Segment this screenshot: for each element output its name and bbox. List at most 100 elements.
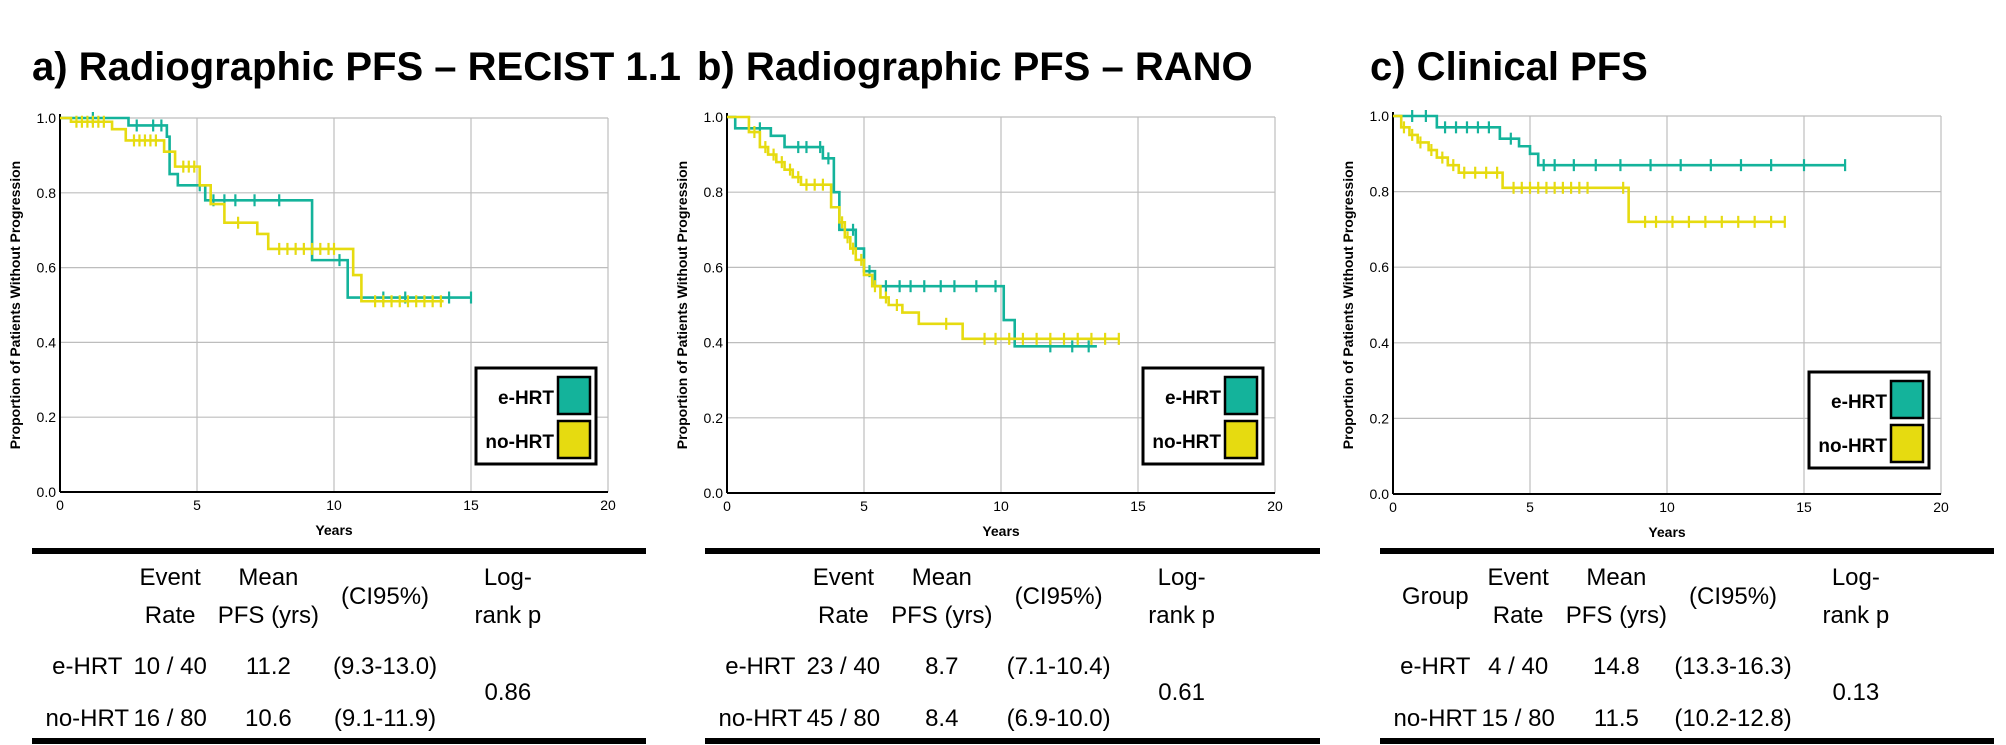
x-tick-label: 0 <box>723 498 731 514</box>
x-tick-label: 10 <box>1659 499 1675 515</box>
table-cell: (13.3-16.3) <box>1674 653 1791 680</box>
y-tick-label: 0.4 <box>1370 335 1390 351</box>
x-tick-label: 20 <box>1933 499 1949 515</box>
y-tick-label: 0.4 <box>704 335 724 351</box>
y-tick-label: 1.0 <box>1370 108 1390 124</box>
table-header: Mean <box>912 564 972 591</box>
legend-label: no-HRT <box>1152 432 1221 453</box>
table-cell: 23 / 40 <box>807 653 880 680</box>
y-tick-label: 0.8 <box>1370 184 1390 200</box>
table-header: (CI95%) <box>1689 583 1777 610</box>
y-tick-label: 0.0 <box>1370 486 1390 502</box>
stats-table-1: Event Rate Mean PFS (yrs) (CI95%) Log-rank p e… <box>32 548 646 744</box>
y-tick-label: 0.2 <box>37 409 57 425</box>
table-cell: 16 / 80 <box>133 705 206 732</box>
x-tick-label: 5 <box>860 498 868 514</box>
table-cell: (7.1-10.4) <box>1007 653 1111 680</box>
y-tick-label: 0.0 <box>37 484 57 500</box>
y-tick-label: 0.6 <box>704 259 724 275</box>
table-header: rank p <box>1822 602 1889 629</box>
y-tick-label: 0.4 <box>37 334 57 350</box>
x-tick-label: 5 <box>193 497 201 513</box>
y-tick-label: 1.0 <box>704 109 724 125</box>
x-tick-label: 0 <box>56 497 64 513</box>
table-header: rank p <box>1148 602 1215 629</box>
table-cell: (10.2-12.8) <box>1674 705 1791 732</box>
legend-swatch <box>556 375 592 416</box>
y-axis-label: Proportion of Patients Without Progressi… <box>674 161 690 449</box>
km-curve-no-HRT <box>727 115 1119 341</box>
x-tick-label: 15 <box>1796 499 1812 515</box>
x-tick-label: 20 <box>1267 498 1283 514</box>
x-tick-label: 20 <box>600 497 616 513</box>
table-cell: 11.5 <box>1594 705 1639 732</box>
table-logrank-p: 0.86 <box>484 679 531 706</box>
legend: e-HRT no-HRT <box>1807 370 1931 470</box>
table-header: Event <box>1487 564 1549 591</box>
legend-swatch <box>1223 419 1259 460</box>
y-tick-label: 0.6 <box>37 260 57 276</box>
km-curve-no-HRT <box>1393 114 1785 224</box>
table-header: Event <box>139 564 201 591</box>
table-header: Rate <box>818 602 869 629</box>
chart-title: a) Radiographic PFS – RECIST 1.1 <box>32 45 681 89</box>
x-axis-label: Years <box>1648 524 1686 540</box>
table-header: Mean <box>1586 564 1646 591</box>
table-header: Mean <box>238 564 298 591</box>
chart-title: c) Clinical PFS <box>1370 45 1648 89</box>
chart-panel-3: c) Clinical PFS 0.0 0.2 0.4 0.6 0.8 1.0 0 5 10 15 2… <box>1340 45 1949 540</box>
table-cell: 4 / 40 <box>1488 653 1548 680</box>
y-tick-label: 0.8 <box>37 185 57 201</box>
km-curve-e-HRT <box>60 116 471 299</box>
table-cell: no-HRT <box>719 705 803 732</box>
table-header: Group <box>1402 583 1469 610</box>
chart-panel-2: b) Radiographic PFS – RANO 0.0 0.2 0.4 0.6 0.… <box>674 45 1283 539</box>
y-tick-label: 0.2 <box>704 410 724 426</box>
table-header: rank p <box>474 602 541 629</box>
table-header: Log- <box>484 564 532 591</box>
table-cell: 8.4 <box>925 705 958 732</box>
y-tick-label: 1.0 <box>37 110 57 126</box>
legend-label: e-HRT <box>1165 388 1221 409</box>
table-header: (CI95%) <box>341 583 429 610</box>
y-axis-label: Proportion of Patients Without Progressi… <box>1340 161 1356 449</box>
chart-panel-1: a) Radiographic PFS – RECIST 1.1 0.0 0.2 0.… <box>7 45 681 538</box>
table-cell: e-HRT <box>1400 653 1471 680</box>
table-cell: 14.8 <box>1593 653 1640 680</box>
x-tick-label: 10 <box>993 498 1009 514</box>
km-curve-no-HRT <box>60 116 444 303</box>
table-header: PFS (yrs) <box>218 602 319 629</box>
x-tick-label: 0 <box>1389 499 1397 515</box>
legend-label: e-HRT <box>1831 392 1887 413</box>
table-cell: (9.1-11.9) <box>334 705 436 732</box>
x-tick-label: 15 <box>1130 498 1146 514</box>
table-cell: e-HRT <box>52 653 123 680</box>
legend-label: no-HRT <box>485 432 554 453</box>
table-header: Log- <box>1832 564 1880 591</box>
x-axis-label: Years <box>315 522 353 538</box>
legend-swatch <box>556 419 592 460</box>
x-tick-label: 10 <box>326 497 342 513</box>
table-cell: 11.2 <box>246 653 291 680</box>
table-cell: 10 / 40 <box>133 653 206 680</box>
table-cell: 15 / 80 <box>1481 705 1554 732</box>
x-tick-label: 5 <box>1526 499 1534 515</box>
table-header: Event <box>813 564 875 591</box>
table-header: PFS (yrs) <box>1566 602 1667 629</box>
table-header: Rate <box>1493 602 1544 629</box>
legend-label: no-HRT <box>1818 436 1887 457</box>
km-curve-e-HRT <box>1393 114 1846 167</box>
y-axis-label: Proportion of Patients Without Progressi… <box>7 161 23 449</box>
table-header: Log- <box>1158 564 1206 591</box>
x-axis-label: Years <box>982 523 1020 539</box>
legend: e-HRT no-HRT <box>474 366 598 466</box>
legend: e-HRT no-HRT <box>1141 366 1265 466</box>
legend-swatch <box>1223 375 1259 416</box>
chart-title: b) Radiographic PFS – RANO <box>697 45 1253 89</box>
table-cell: no-HRT <box>45 705 129 732</box>
legend-swatch <box>1889 423 1925 464</box>
y-tick-label: 0.8 <box>704 184 724 200</box>
stats-table-2: Event Rate Mean PFS (yrs) (CI95%) Log-rank p e… <box>705 548 1320 744</box>
table-logrank-p: 0.61 <box>1158 679 1205 706</box>
